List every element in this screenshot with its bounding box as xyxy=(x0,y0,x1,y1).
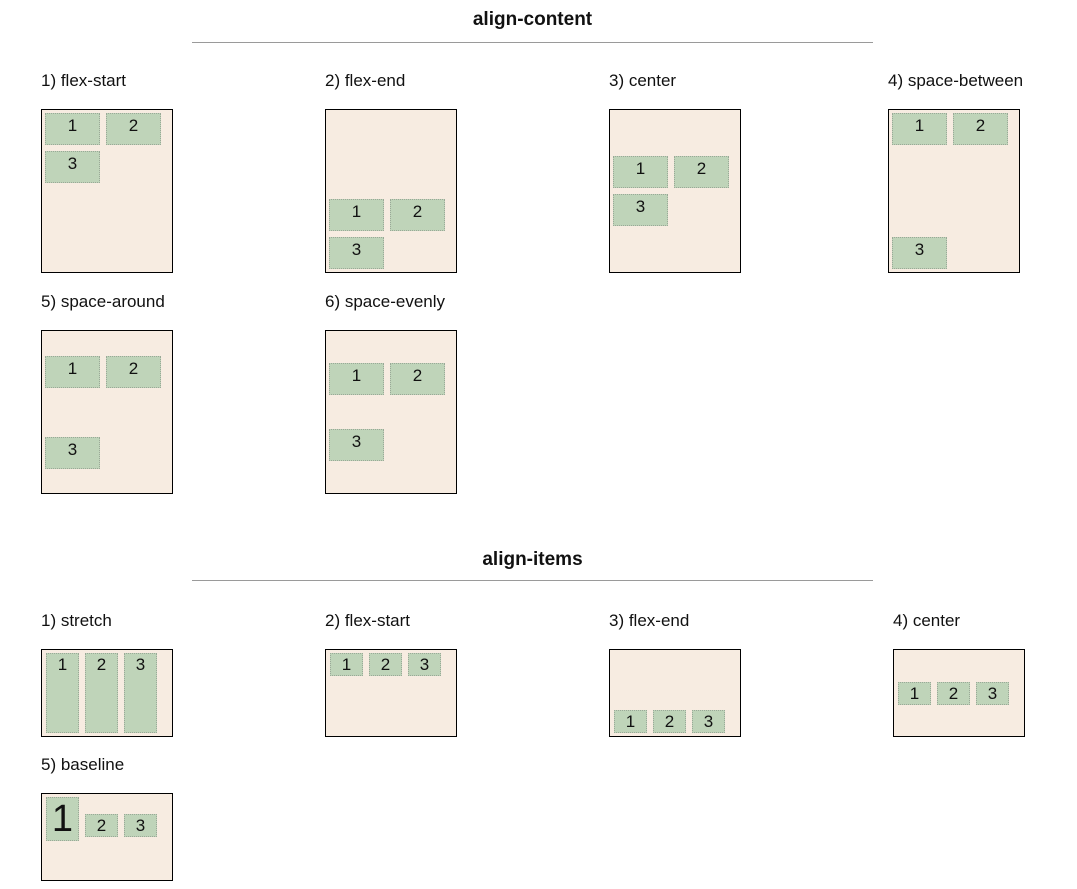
flex-item: 3 xyxy=(45,436,100,469)
align-content-flex-start-box: 1 2 3 xyxy=(41,109,173,273)
demo-label: 1) stretch xyxy=(41,611,112,630)
demo-label: 2) flex-start xyxy=(325,611,411,630)
demo-label: 4) center xyxy=(893,611,961,630)
flex-item: 3 xyxy=(124,814,157,837)
flex-item: 1 xyxy=(614,710,647,733)
flex-item: 2 xyxy=(674,156,729,188)
align-content-center-box: 1 2 3 xyxy=(609,109,741,273)
flex-item: 2 xyxy=(369,653,402,676)
align-content-title: align-content xyxy=(472,9,593,30)
flex-item: 1 xyxy=(898,681,931,705)
flex-item: 2 xyxy=(106,113,161,145)
flex-item: 1 xyxy=(46,653,79,733)
flex-item: 2 xyxy=(85,653,118,733)
flex-item: 1 xyxy=(46,797,79,841)
demo-label: 5) baseline xyxy=(41,755,125,774)
demo-label: 3) flex-end xyxy=(609,611,690,630)
align-content-space-between-box: 1 2 3 xyxy=(888,109,1020,273)
flex-item: 3 xyxy=(124,653,157,733)
flex-item: 2 xyxy=(390,362,445,395)
flex-item: 2 xyxy=(85,814,118,837)
demo-label: 5) space-around xyxy=(41,292,165,311)
flex-item: 2 xyxy=(390,199,445,231)
flex-item: 1 xyxy=(329,362,384,395)
demo-label: 2) flex-end xyxy=(325,71,406,90)
align-content-divider xyxy=(192,42,873,43)
align-items-title: align-items xyxy=(482,549,583,570)
align-items-divider xyxy=(192,580,873,581)
flex-item: 1 xyxy=(329,199,384,231)
align-content-space-around-box: 1 2 3 xyxy=(41,330,173,494)
flex-item: 3 xyxy=(329,429,384,462)
flex-item: 3 xyxy=(892,237,947,269)
flex-item: 3 xyxy=(408,653,441,676)
align-items-flex-start-box: 1 2 3 xyxy=(325,649,457,737)
align-content-flex-end-box: 1 2 3 xyxy=(325,109,457,273)
flex-item: 3 xyxy=(976,681,1009,705)
flex-item: 1 xyxy=(330,653,363,676)
align-items-flex-end-box: 1 2 3 xyxy=(609,649,741,737)
align-items-stretch-box: 1 2 3 xyxy=(41,649,173,737)
demo-label: 4) space-between xyxy=(888,71,1024,90)
demo-label: 3) center xyxy=(609,71,677,90)
flex-item: 2 xyxy=(106,355,161,388)
align-content-space-evenly-box: 1 2 3 xyxy=(325,330,457,494)
flex-item: 2 xyxy=(937,681,970,705)
align-items-center-box: 1 2 3 xyxy=(893,649,1025,737)
flex-item: 1 xyxy=(613,156,668,188)
flex-item: 3 xyxy=(613,194,668,226)
flex-item: 2 xyxy=(953,113,1008,145)
demo-label: 1) flex-start xyxy=(41,71,127,90)
flex-item: 3 xyxy=(329,237,384,269)
flex-item: 3 xyxy=(692,710,725,733)
flex-item: 2 xyxy=(653,710,686,733)
flex-item: 1 xyxy=(892,113,947,145)
align-items-baseline-box: 1 2 3 xyxy=(41,793,173,881)
flex-item: 1 xyxy=(45,355,100,388)
flex-item: 1 xyxy=(45,113,100,145)
flex-item: 3 xyxy=(45,151,100,183)
demo-label: 6) space-evenly xyxy=(325,292,446,311)
